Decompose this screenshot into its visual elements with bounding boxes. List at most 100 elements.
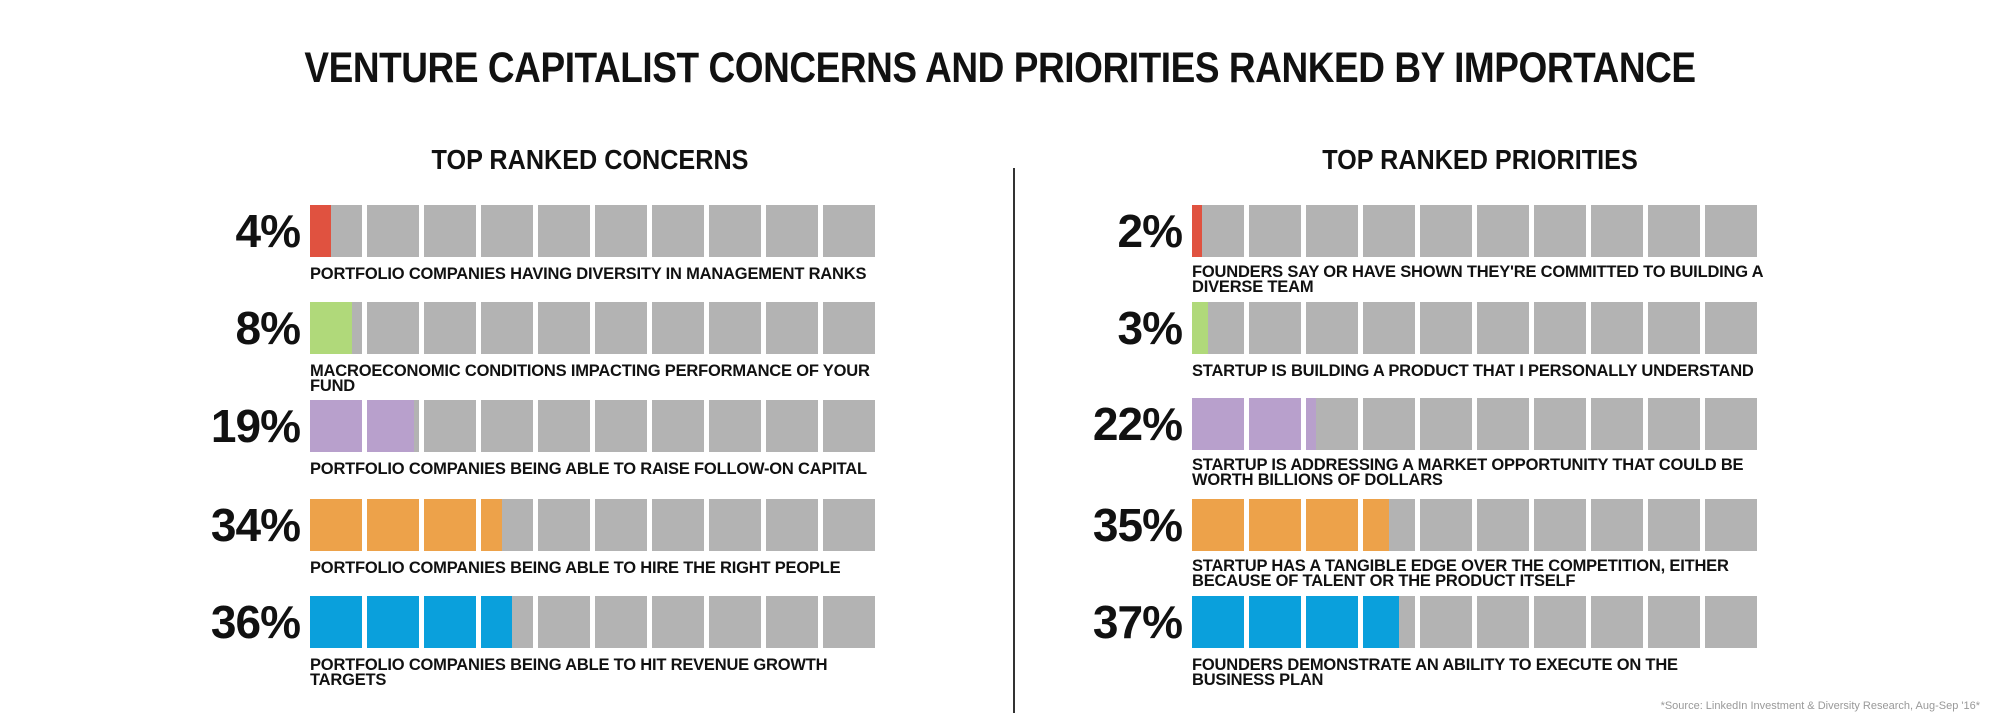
bar-block <box>538 499 590 551</box>
bar-block <box>1705 302 1757 354</box>
bar-block <box>1249 398 1301 450</box>
bar-block <box>709 596 761 648</box>
bar-block <box>1477 398 1529 450</box>
bar-block <box>1534 596 1586 648</box>
bar-block <box>1420 205 1472 257</box>
block-bar <box>310 205 882 257</box>
bar-block <box>481 400 533 452</box>
bar-block <box>1648 596 1700 648</box>
category-label: PORTFOLIO COMPANIES BEING ABLE TO RAISE … <box>310 460 867 478</box>
bar-block <box>1648 205 1700 257</box>
bar-block <box>1192 302 1244 354</box>
bar-fill <box>1192 398 1244 450</box>
bar-block <box>1534 398 1586 450</box>
bar-block <box>1591 205 1643 257</box>
bar-block <box>709 400 761 452</box>
bar-block <box>709 205 761 257</box>
bar-block <box>310 596 362 648</box>
concerns-panel: TOP RANKED CONCERNS 4% PORTFOLIO COMPANIE… <box>0 140 1000 700</box>
bar-block <box>367 400 419 452</box>
panel-divider <box>1013 168 1015 713</box>
category-label: STARTUP HAS A TANGIBLE EDGE OVER THE COM… <box>1192 557 1729 590</box>
block-bar <box>310 400 882 452</box>
bar-fill <box>1192 302 1208 354</box>
bar-block <box>367 205 419 257</box>
bar-block <box>1705 499 1757 551</box>
block-bar <box>310 596 882 648</box>
bar-block <box>1591 499 1643 551</box>
bar-block <box>481 596 533 648</box>
bar-block <box>823 499 875 551</box>
bar-block <box>538 596 590 648</box>
bar-block <box>424 596 476 648</box>
bar-block <box>1534 302 1586 354</box>
bar-block <box>823 205 875 257</box>
bar-block <box>481 205 533 257</box>
bar-block <box>481 499 533 551</box>
value-label: 22% <box>1092 398 1183 450</box>
bar-block <box>1534 205 1586 257</box>
bar-block <box>1192 499 1244 551</box>
value-label: 34% <box>210 499 301 551</box>
block-bar <box>1192 499 1764 551</box>
bar-block <box>823 400 875 452</box>
bar-fill <box>481 596 513 648</box>
value-label: 37% <box>1092 596 1183 648</box>
bar-block <box>481 302 533 354</box>
bar-fill <box>1363 499 1389 551</box>
category-label: FOUNDERS DEMONSTRATE AN ABILITY TO EXECU… <box>1192 656 1678 689</box>
bar-block <box>1249 499 1301 551</box>
bar-block <box>1363 596 1415 648</box>
bar-block <box>1648 499 1700 551</box>
bar-block <box>1477 596 1529 648</box>
block-bar <box>1192 205 1764 257</box>
bar-fill <box>1192 499 1244 551</box>
bar-fill <box>424 499 476 551</box>
category-label: PORTFOLIO COMPANIES BEING ABLE TO HIRE T… <box>310 559 841 577</box>
bar-block <box>538 400 590 452</box>
bar-block <box>823 596 875 648</box>
bar-block <box>595 400 647 452</box>
bar-block <box>1648 398 1700 450</box>
bar-block <box>1477 302 1529 354</box>
bar-block <box>1591 596 1643 648</box>
category-label: STARTUP IS ADDRESSING A MARKET OPPORTUNI… <box>1192 456 1744 489</box>
bar-block <box>310 400 362 452</box>
page-title: VENTURE CAPITALIST CONCERNS AND PRIORITI… <box>304 44 1696 92</box>
bar-block <box>1363 302 1415 354</box>
bar-block <box>766 302 818 354</box>
bar-block <box>1705 205 1757 257</box>
bar-fill <box>481 499 502 551</box>
value-label: 8% <box>235 302 301 354</box>
bar-block <box>595 205 647 257</box>
bar-block <box>310 205 362 257</box>
bar-block <box>424 205 476 257</box>
bar-fill <box>1306 499 1358 551</box>
bar-block <box>652 499 704 551</box>
bar-block <box>1249 302 1301 354</box>
bar-block <box>1306 499 1358 551</box>
bar-block <box>1648 302 1700 354</box>
block-bar <box>1192 398 1764 450</box>
bar-fill <box>1192 205 1203 257</box>
bar-block <box>652 400 704 452</box>
bar-block <box>367 302 419 354</box>
bar-block <box>1306 205 1358 257</box>
bar-fill <box>1249 596 1301 648</box>
block-bar <box>310 302 882 354</box>
bar-block <box>766 499 818 551</box>
bar-fill <box>1249 499 1301 551</box>
bar-block <box>766 400 818 452</box>
bar-block <box>1420 596 1472 648</box>
bar-fill <box>310 400 362 452</box>
bar-block <box>367 596 419 648</box>
bar-block <box>538 205 590 257</box>
bar-block <box>1306 398 1358 450</box>
block-bar <box>1192 302 1764 354</box>
bar-block <box>1192 596 1244 648</box>
bar-fill <box>310 205 331 257</box>
bar-block <box>1192 205 1244 257</box>
bar-block <box>652 596 704 648</box>
bar-block <box>652 302 704 354</box>
bar-block <box>1192 398 1244 450</box>
